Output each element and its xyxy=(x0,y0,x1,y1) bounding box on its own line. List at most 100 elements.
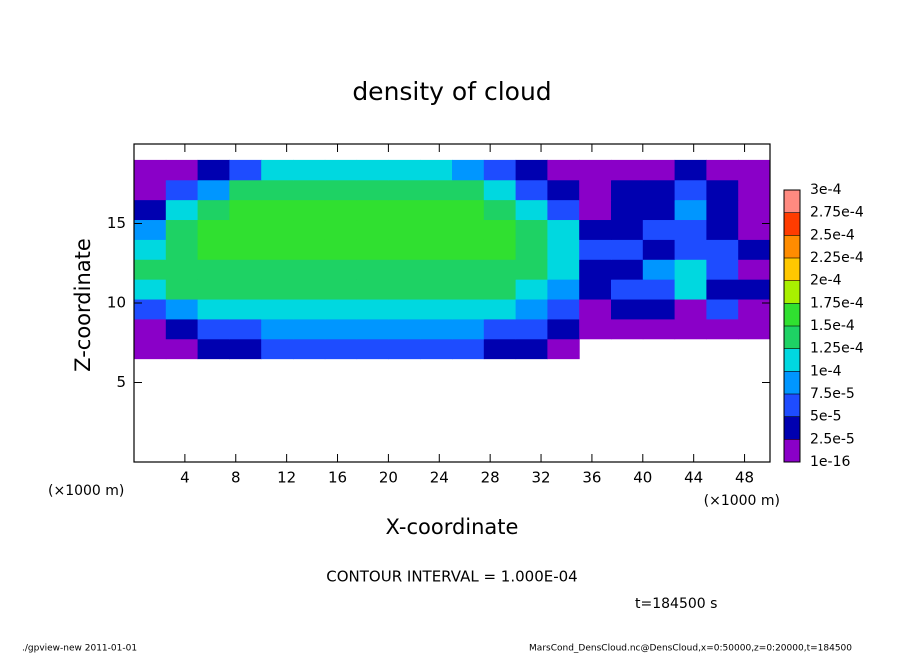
colorbar-label: 1.75e-4 xyxy=(810,295,864,311)
density-cell xyxy=(611,279,644,300)
density-cell xyxy=(738,279,771,300)
density-cell xyxy=(642,318,676,340)
density-cell xyxy=(547,219,580,240)
density-cell xyxy=(197,219,230,240)
density-cell xyxy=(165,159,199,181)
density-cell xyxy=(547,299,580,320)
density-cell xyxy=(229,159,262,181)
density-cell xyxy=(611,179,644,201)
density-cell xyxy=(611,259,644,280)
density-cell xyxy=(420,318,453,340)
density-cell xyxy=(197,199,230,221)
density-cell xyxy=(738,179,771,201)
density-cell xyxy=(229,318,262,340)
density-cell xyxy=(356,299,389,320)
x-tick-label: 20 xyxy=(379,469,398,487)
density-cell xyxy=(356,318,389,340)
x-unit: (×1000 m) xyxy=(704,493,780,509)
density-cell xyxy=(642,219,676,240)
colorbar-band xyxy=(784,235,800,258)
density-cell xyxy=(229,179,262,201)
density-cell xyxy=(674,259,707,280)
x-tick-label: 28 xyxy=(481,469,500,487)
density-cell xyxy=(547,279,580,300)
density-cell xyxy=(420,299,453,320)
density-cell xyxy=(611,199,644,221)
density-cell xyxy=(674,279,707,300)
density-cell xyxy=(642,199,676,221)
density-cell xyxy=(642,159,676,181)
density-cell xyxy=(452,179,485,201)
y-tick-label: 10 xyxy=(107,294,126,312)
x-axis-label: X-coordinate xyxy=(386,515,519,539)
y-tick-label: 5 xyxy=(116,373,126,391)
density-cell xyxy=(324,219,358,240)
density-cell xyxy=(452,259,485,280)
density-cell xyxy=(293,259,326,280)
density-cell xyxy=(324,279,358,300)
density-cell xyxy=(261,179,294,201)
density-cell xyxy=(261,219,294,240)
colorbar-band xyxy=(784,394,800,417)
x-tick-label: 4 xyxy=(180,469,190,487)
density-cell xyxy=(197,239,230,260)
density-cell xyxy=(579,239,612,260)
density-cell xyxy=(261,279,294,300)
density-cell xyxy=(165,318,199,340)
density-cell xyxy=(356,279,389,300)
density-cell xyxy=(674,219,707,240)
x-tick-label: 8 xyxy=(231,469,241,487)
density-cell xyxy=(579,299,612,320)
density-cell xyxy=(515,299,548,320)
density-cell xyxy=(324,239,358,260)
density-cell xyxy=(420,279,453,300)
colorbar-label: 5e-5 xyxy=(810,409,841,425)
density-cell xyxy=(738,318,771,340)
density-cell xyxy=(261,259,294,280)
density-cell xyxy=(579,159,612,181)
density-cell xyxy=(483,259,517,280)
colorbar-label: 1e-16 xyxy=(810,454,850,470)
density-cell xyxy=(642,179,676,201)
density-cell xyxy=(452,279,485,300)
density-cell xyxy=(483,219,517,240)
colorbar-label: 2.25e-4 xyxy=(810,250,864,266)
density-cell xyxy=(324,199,358,221)
density-cell xyxy=(547,159,580,181)
colorbar-band xyxy=(784,348,800,372)
density-cell xyxy=(165,239,199,260)
chart-title: density of cloud xyxy=(352,77,551,106)
density-cell xyxy=(356,179,389,201)
colorbar-label: 7.5e-5 xyxy=(810,386,855,402)
colorbar-band xyxy=(784,303,800,326)
density-cell xyxy=(483,179,517,201)
density-cell xyxy=(579,199,612,221)
density-cell xyxy=(579,219,612,240)
density-cell xyxy=(738,259,771,280)
density-cell xyxy=(642,279,676,300)
density-cell xyxy=(706,199,739,221)
density-cell xyxy=(706,318,739,340)
density-cell xyxy=(134,318,167,340)
density-cell xyxy=(165,299,199,320)
density-cell xyxy=(674,179,707,201)
density-cell xyxy=(388,299,421,320)
density-cell xyxy=(515,179,548,201)
density-cell xyxy=(356,219,389,240)
density-cell xyxy=(706,159,739,181)
density-cell xyxy=(293,279,326,300)
density-cell xyxy=(324,259,358,280)
density-cell xyxy=(547,318,580,340)
density-cell xyxy=(452,159,485,181)
density-cell xyxy=(165,179,199,201)
density-cell xyxy=(229,239,262,260)
density-cell xyxy=(388,279,421,300)
density-cell xyxy=(134,179,167,201)
density-cell xyxy=(165,338,199,360)
density-cell xyxy=(515,199,548,221)
density-cell xyxy=(293,338,326,360)
density-cell xyxy=(293,159,326,181)
density-cell xyxy=(293,219,326,240)
density-cell xyxy=(261,199,294,221)
